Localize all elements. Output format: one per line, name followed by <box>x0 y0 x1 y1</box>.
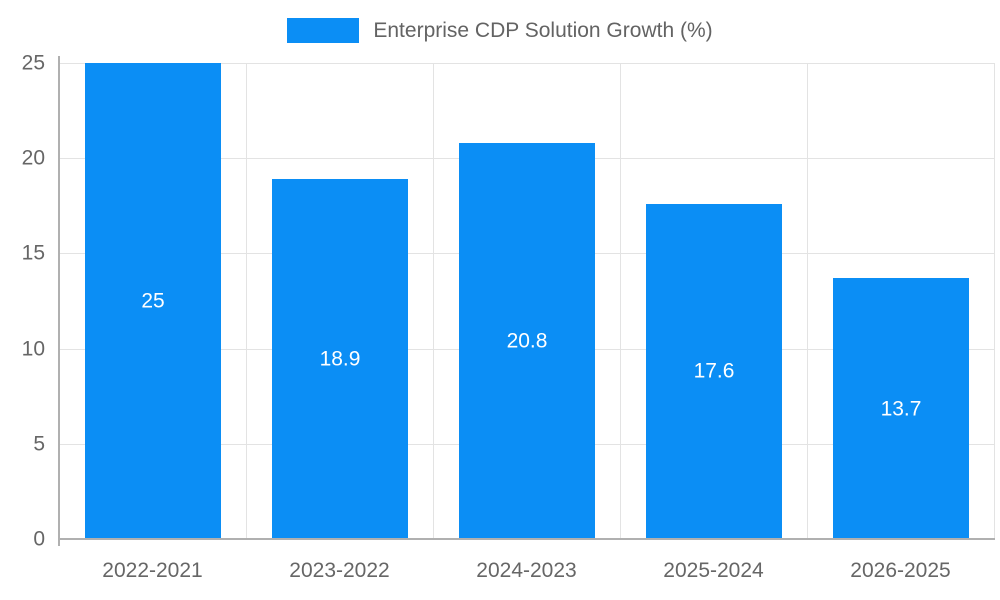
gridline-x-1 <box>246 63 247 539</box>
y-tick-label-5: 5 <box>33 432 45 456</box>
chart-legend: Enterprise CDP Solution Growth (%) <box>0 12 1000 48</box>
bar-2024-2023[interactable]: 20.8 <box>459 143 595 539</box>
x-axis-line <box>59 538 995 540</box>
bar-value-label: 25 <box>141 289 165 313</box>
x-tick-label-2024-2023: 2024-2023 <box>476 559 577 582</box>
gridline-y-25 <box>59 63 995 64</box>
bar-2022-2021[interactable]: 25 <box>85 63 221 539</box>
legend-item-enterprise-cdp-solution-growth[interactable]: Enterprise CDP Solution Growth (%) <box>287 17 713 43</box>
bar-2025-2024[interactable]: 17.6 <box>646 203 782 539</box>
x-tick-label-2026-2025: 2026-2025 <box>850 559 951 582</box>
gridline-x-5 <box>994 63 995 539</box>
x-tick-label-2022-2021: 2022-2021 <box>102 559 203 582</box>
bar-2023-2022[interactable]: 18.9 <box>272 179 408 539</box>
bar-value-label: 20.8 <box>506 329 548 353</box>
x-tick-label-2025-2024: 2025-2024 <box>663 559 764 582</box>
y-axis-line <box>58 56 60 546</box>
gridline-x-4 <box>807 63 808 539</box>
x-tick-label-2023-2022: 2023-2022 <box>289 559 390 582</box>
y-tick-label-15: 15 <box>21 241 45 265</box>
bar-value-label: 17.6 <box>693 359 735 383</box>
legend-item-label: Enterprise CDP Solution Growth (%) <box>373 18 713 42</box>
y-tick-label-10: 10 <box>21 337 45 361</box>
legend-color-swatch-icon <box>287 17 360 43</box>
bar-2026-2025[interactable]: 13.7 <box>833 278 969 539</box>
y-tick-label-0: 0 <box>33 527 45 551</box>
gridline-x-3 <box>620 63 621 539</box>
plot-area: 25 18.9 20.8 17.6 13.7 <box>59 63 995 539</box>
y-axis-tick-labels: 0 5 10 15 20 25 <box>0 53 45 550</box>
y-tick-label-25: 25 <box>21 51 45 75</box>
bar-value-label: 18.9 <box>319 347 361 371</box>
bar-value-label: 13.7 <box>880 397 922 421</box>
y-tick-label-20: 20 <box>21 146 45 170</box>
gridline-x-2 <box>433 63 434 539</box>
